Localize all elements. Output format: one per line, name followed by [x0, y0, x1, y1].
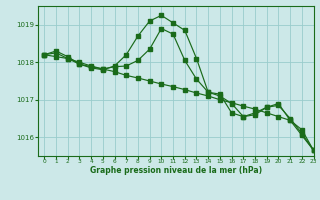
X-axis label: Graphe pression niveau de la mer (hPa): Graphe pression niveau de la mer (hPa)	[90, 166, 262, 175]
